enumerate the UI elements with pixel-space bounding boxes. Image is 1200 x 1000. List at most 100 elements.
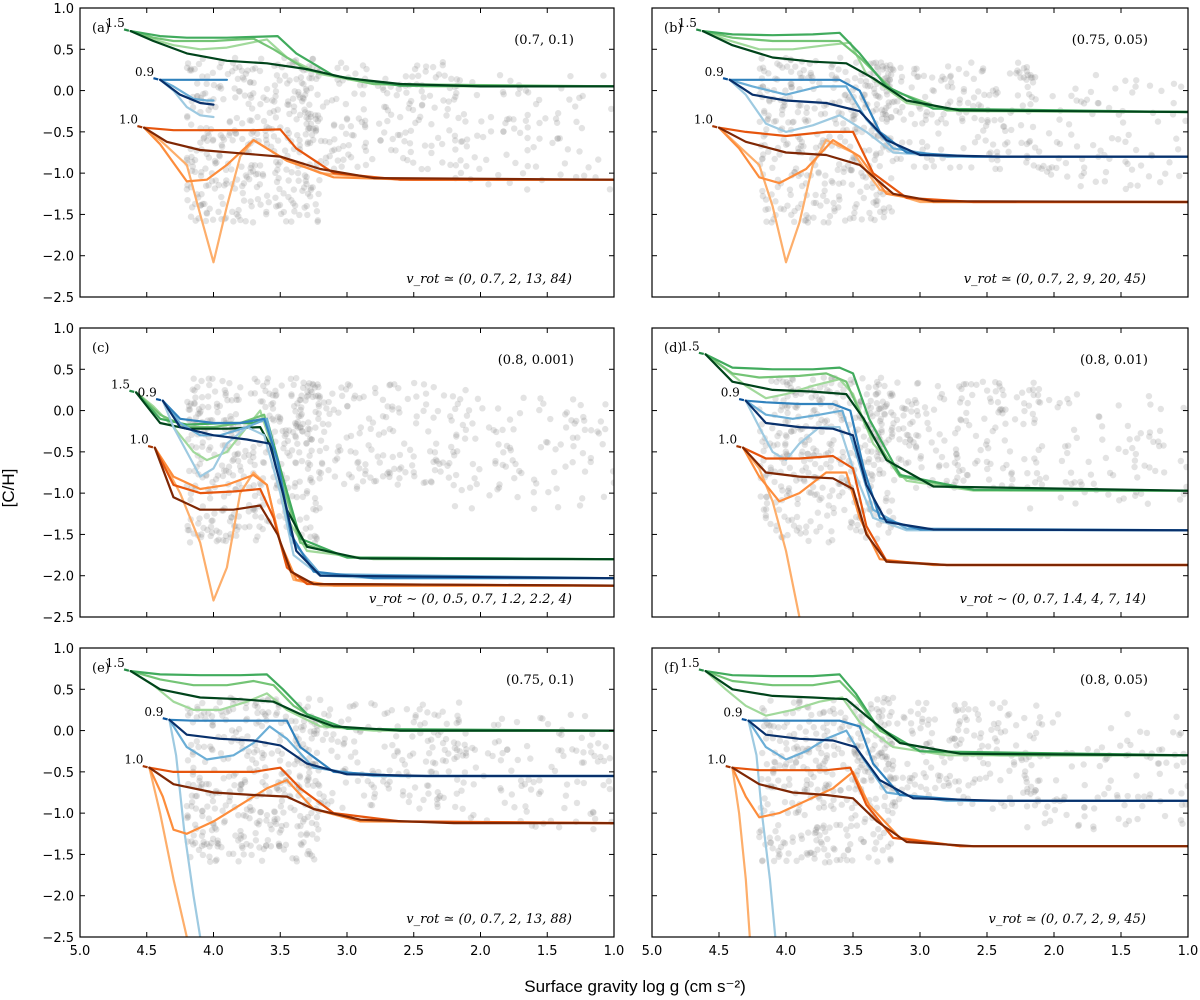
scatter-point: [808, 394, 815, 401]
scatter-point: [316, 394, 323, 402]
scatter-point: [485, 181, 492, 188]
scatter-point: [1022, 775, 1030, 782]
scatter-point: [1119, 119, 1127, 126]
scatter-point: [770, 723, 777, 730]
scatter-point: [275, 786, 282, 794]
scatter-point: [234, 450, 242, 457]
scatter-point: [222, 532, 230, 540]
scatter-point: [205, 106, 212, 114]
scatter-point: [263, 192, 271, 199]
scatter-point: [247, 79, 254, 86]
scatter-point: [1116, 497, 1123, 504]
scatter-point: [1122, 138, 1129, 146]
scatter-point: [494, 405, 502, 412]
scatter-point: [862, 815, 869, 823]
scatter-point: [342, 779, 350, 786]
scatter-point: [796, 70, 804, 77]
x-tick-label: 4.0: [776, 944, 797, 959]
scatter-point: [506, 416, 514, 423]
scatter-point: [1072, 500, 1079, 507]
track-oranges-0: [148, 766, 188, 937]
scatter-point: [806, 849, 814, 856]
scatter-point: [853, 822, 861, 829]
scatter-point: [200, 838, 207, 846]
scatter-point: [908, 727, 915, 734]
scatter-point: [304, 211, 311, 219]
scatter-point: [212, 177, 219, 184]
scatter-point: [298, 98, 306, 105]
scatter-point: [1101, 178, 1109, 185]
scatter-point: [1041, 819, 1048, 827]
scatter-point: [1001, 802, 1008, 810]
scatter-point: [828, 71, 836, 79]
scatter-point: [241, 778, 249, 786]
scatter-point: [1013, 394, 1021, 401]
scatter-point: [238, 781, 245, 788]
scatter-point: [186, 406, 194, 413]
scatter-point: [1180, 491, 1188, 498]
scatter-point: [348, 473, 355, 481]
scatter-point: [212, 857, 219, 865]
scatter-point: [804, 219, 812, 226]
scatter-point: [880, 470, 887, 477]
scatter-point: [801, 116, 808, 123]
scatter-point: [250, 79, 257, 87]
scatter-point: [350, 395, 358, 402]
scatter-point: [608, 105, 614, 113]
scatter-point: [1129, 89, 1136, 96]
scatter-point: [795, 806, 803, 814]
scatter-point: [1024, 71, 1031, 79]
scatter-point: [304, 781, 312, 788]
scatter-point: [1098, 423, 1106, 430]
scatter-point: [820, 724, 827, 731]
scatter-point: [954, 474, 961, 481]
x-tick-label: 3.0: [910, 944, 931, 959]
scatter-point: [873, 400, 881, 407]
scatter-point: [813, 491, 821, 498]
scatter-point: [802, 118, 810, 125]
scatter-point: [384, 470, 391, 477]
scatter-point: [304, 388, 311, 396]
scatter-point: [890, 420, 897, 427]
scatter-point: [602, 743, 609, 750]
scatter-point: [812, 199, 820, 207]
scatter-point: [870, 85, 878, 93]
y-tick-label: −1.5: [42, 528, 74, 543]
scatter-point: [956, 399, 964, 406]
scatter-point: [814, 846, 821, 853]
scatter-point: [578, 124, 586, 132]
scatter-point: [982, 441, 990, 448]
scatter-point: [1054, 711, 1062, 718]
scatter-point: [362, 147, 370, 154]
scatter-point: [1073, 434, 1080, 442]
scatter-point: [885, 529, 892, 536]
scatter-point: [968, 59, 975, 66]
scatter-point: [462, 730, 469, 737]
scatter-point: [518, 469, 525, 477]
scatter-point: [864, 402, 872, 409]
scatter-point: [397, 464, 405, 471]
scatter-point: [272, 387, 279, 395]
scatter-point: [780, 206, 788, 213]
scatter-point: [1085, 458, 1092, 466]
scatter-point: [937, 77, 945, 84]
scatter-point: [278, 382, 285, 389]
scatter-point: [405, 798, 413, 806]
scatter-point: [1001, 699, 1008, 706]
scatter-point: [580, 759, 587, 766]
scatter-point: [805, 469, 812, 477]
scatter-point: [435, 794, 442, 802]
scatter-point: [527, 786, 535, 793]
scatter-point: [263, 842, 270, 849]
scatter-point: [524, 124, 531, 131]
scatter-point: [780, 459, 788, 467]
scatter-point: [421, 720, 428, 727]
scatter-point: [251, 492, 259, 500]
panel-label: (f): [664, 661, 679, 676]
scatter-point: [947, 72, 954, 80]
track-oranges-0: [731, 766, 751, 937]
scatter-point: [1107, 777, 1114, 784]
scatter-point: [888, 497, 896, 504]
scatter-point: [312, 201, 319, 208]
scatter-point: [187, 400, 195, 407]
